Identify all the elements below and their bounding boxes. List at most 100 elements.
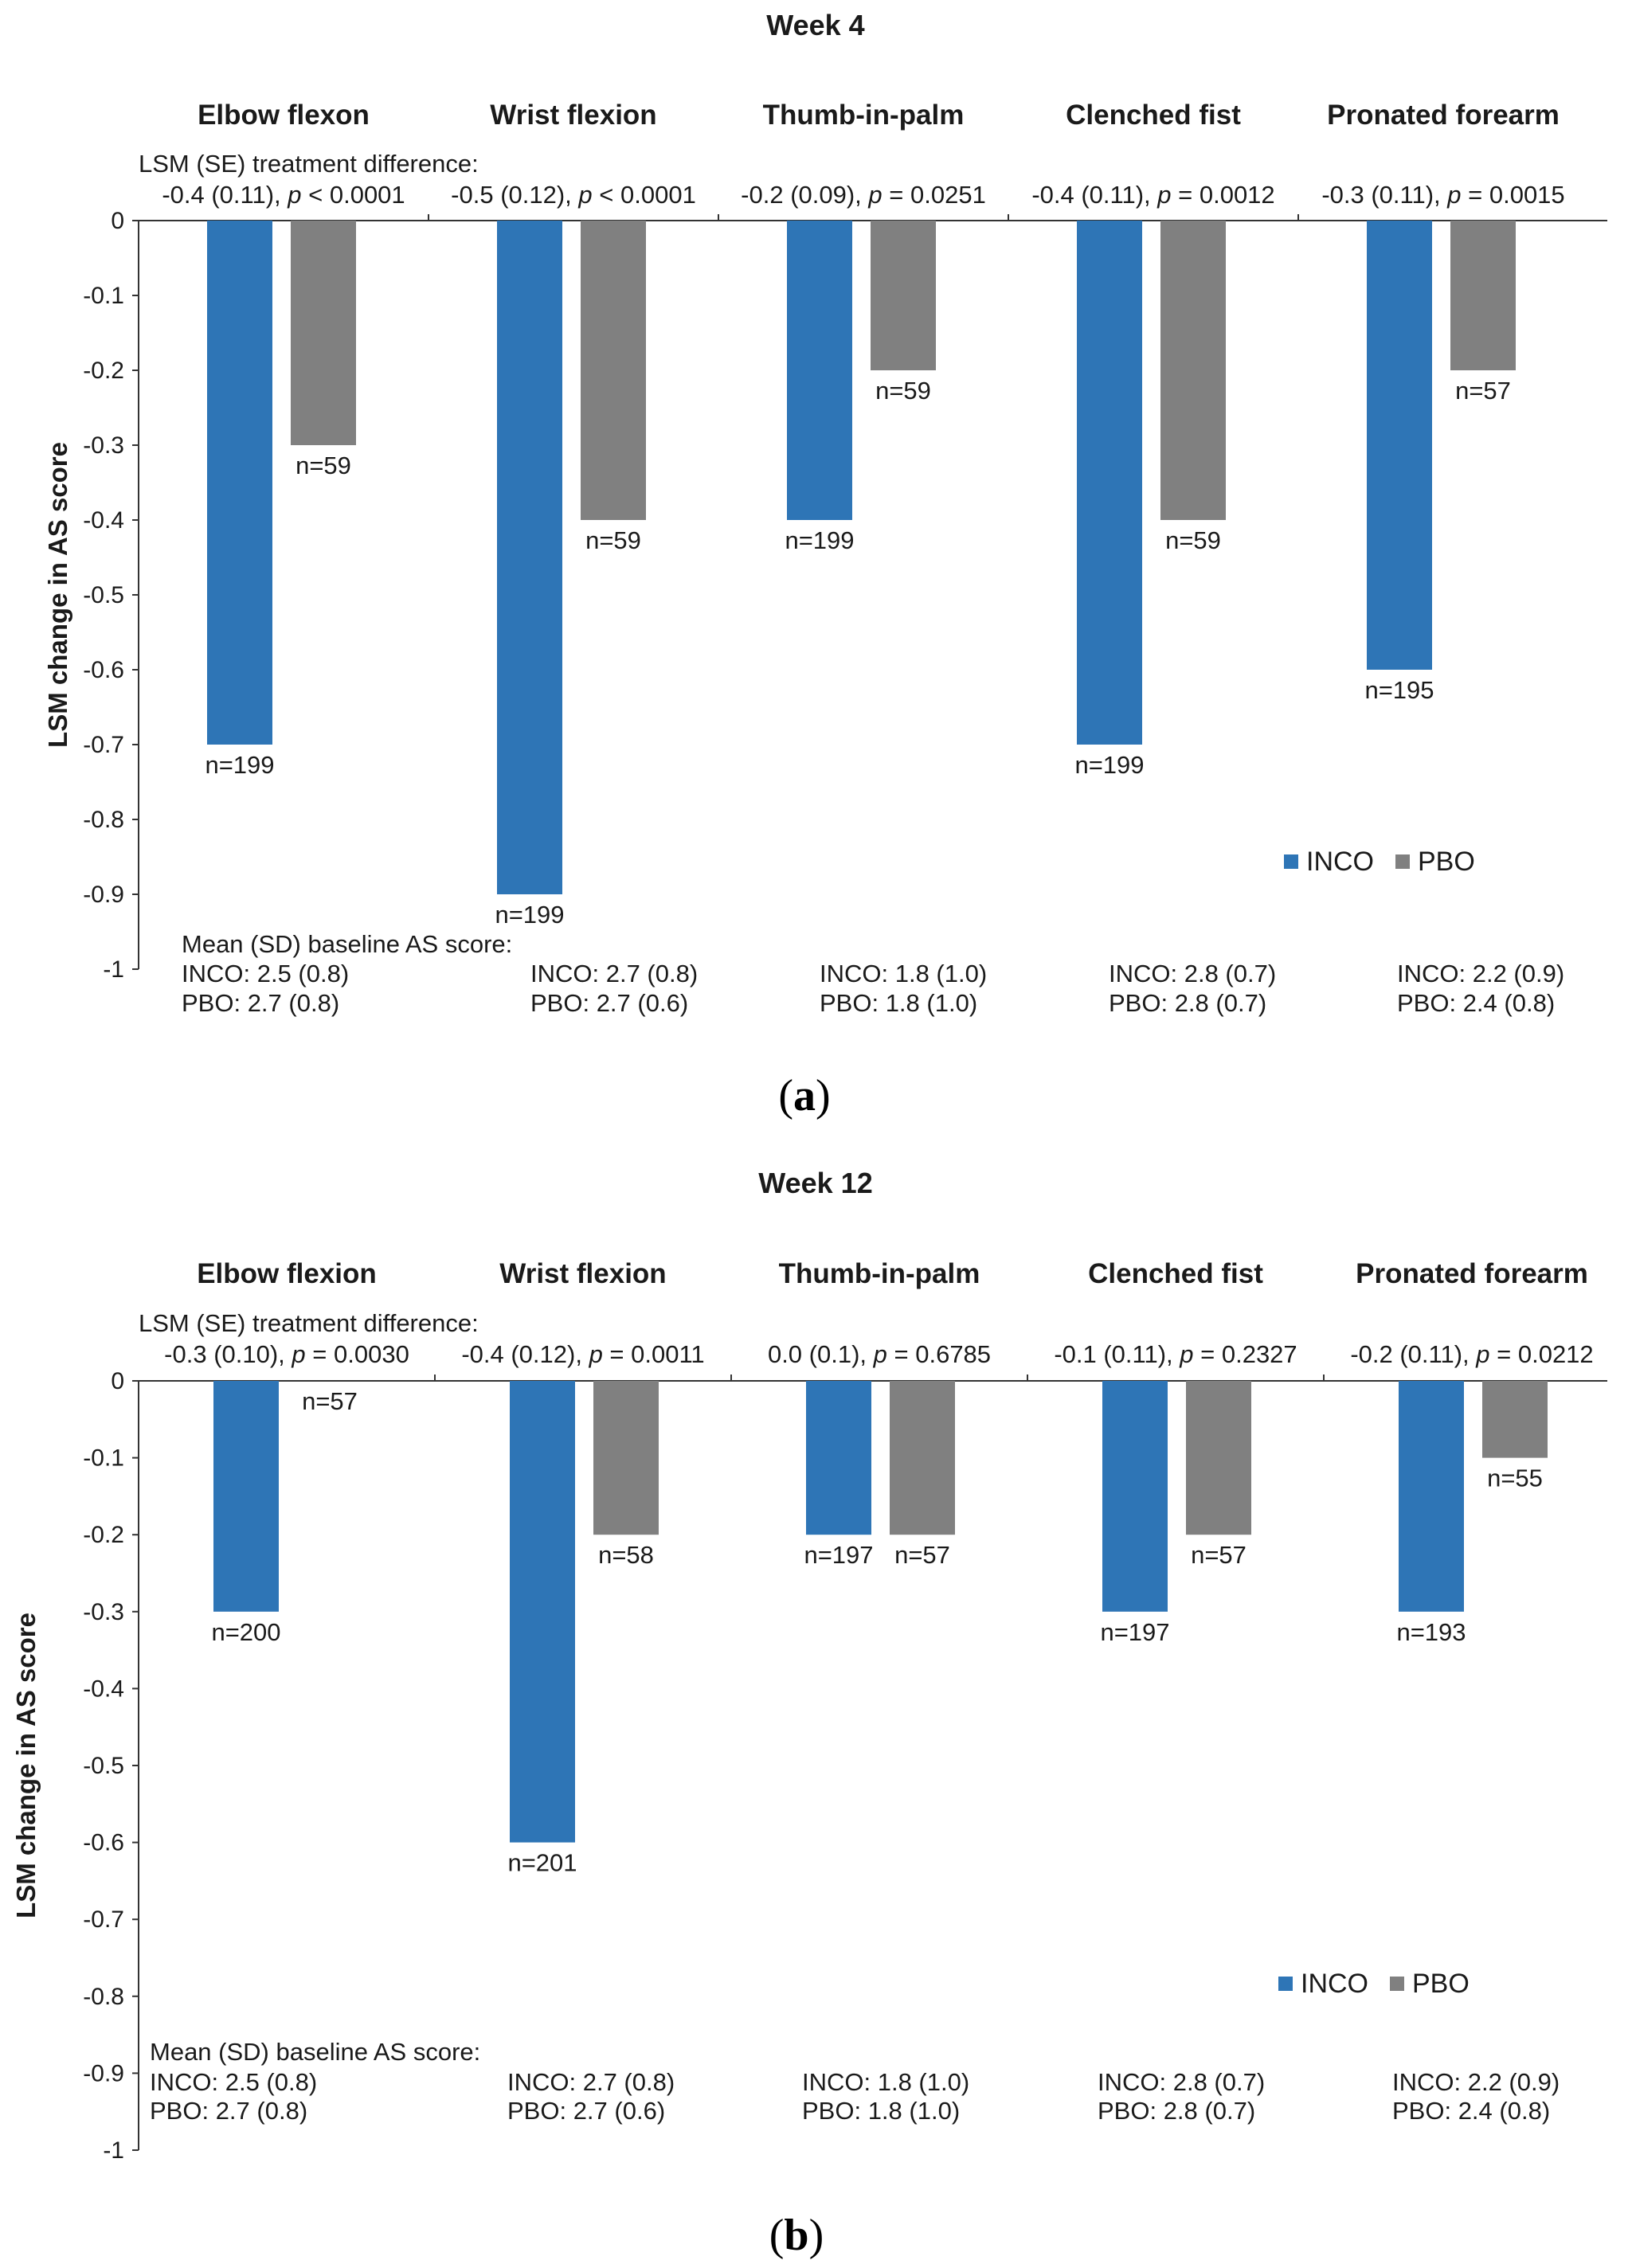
category-label: Elbow flexion xyxy=(197,1258,377,1289)
td-p-value: = 0.0011 xyxy=(603,1340,705,1368)
baseline-pbo: PBO: 2.8 (0.7) xyxy=(1109,989,1266,1017)
baseline-pbo: PBO: 1.8 (1.0) xyxy=(802,2097,960,2125)
y-axis-label: LSM change in AS score xyxy=(11,1613,41,1918)
chart-panel-b: Week 12 0 -0.1 -0.2 -0.3 -0.4 -0.5 -0.6 -0.7 -0.8… xyxy=(11,1167,1607,2260)
td-p-value: = 0.2327 xyxy=(1194,1340,1297,1368)
bar-inco-4 xyxy=(1102,1381,1168,1612)
td-estimate: -0.1 (0.11), xyxy=(1054,1340,1180,1368)
baseline-header: Mean (SD) baseline AS score: xyxy=(150,2038,480,2066)
y-tick-label: -0.9 xyxy=(83,2060,124,2086)
treatment-difference-header: LSM (SE) treatment difference: xyxy=(139,150,479,178)
legend-label-inco: INCO xyxy=(1301,1969,1368,1999)
y-tick-label: 0 xyxy=(111,1368,124,1394)
td-estimate: 0.0 (0.1), xyxy=(768,1340,874,1368)
y-tick-label: -0.2 xyxy=(83,1522,124,1548)
bar-pbo-5 xyxy=(1450,221,1516,370)
baseline-header: Mean (SD) baseline AS score: xyxy=(182,930,512,958)
treatment-difference: -0.3 (0.10), p = 0.0030 xyxy=(164,1340,409,1368)
category-label: Clenched fist xyxy=(1066,100,1241,131)
treatment-difference: 0.0 (0.1), p = 0.6785 xyxy=(768,1340,991,1368)
category-label: Clenched fist xyxy=(1088,1258,1263,1289)
n-label: n=195 xyxy=(1364,676,1434,704)
baseline-pbo: PBO: 2.4 (0.8) xyxy=(1397,989,1555,1017)
n-label: n=59 xyxy=(875,377,931,405)
treatment-difference: -0.4 (0.12), p = 0.0011 xyxy=(461,1340,704,1368)
category-label: Pronated forearm xyxy=(1356,1258,1588,1289)
baseline-inco: INCO: 2.5 (0.8) xyxy=(150,2068,317,2096)
treatment-difference: -0.2 (0.11), p = 0.0212 xyxy=(1350,1340,1593,1368)
bar-inco-1 xyxy=(207,221,272,745)
category-label: Thumb-in-palm xyxy=(779,1258,980,1289)
n-label: n=199 xyxy=(1074,751,1144,779)
td-estimate: -0.4 (0.11), xyxy=(1031,181,1157,209)
category-label: Elbow flexon xyxy=(198,100,370,131)
n-label: n=59 xyxy=(585,526,641,554)
bar-pbo-3 xyxy=(871,221,936,370)
legend-label-pbo: PBO xyxy=(1412,1969,1470,1999)
td-estimate: -0.4 (0.11), xyxy=(162,181,288,209)
baseline-pbo: PBO: 2.7 (0.8) xyxy=(150,2097,307,2125)
y-tick-label: -0.4 xyxy=(83,507,124,534)
td-p-value: < 0.0001 xyxy=(302,181,405,209)
bar-inco-2 xyxy=(497,221,562,894)
panel-letter: a xyxy=(793,1071,816,1120)
baseline-inco: INCO: 2.8 (0.7) xyxy=(1109,960,1276,987)
chart-title: Week 12 xyxy=(758,1167,872,1199)
bar-pbo-1 xyxy=(291,221,356,445)
y-tick-label: 0 xyxy=(111,208,124,234)
n-label: n=199 xyxy=(495,901,564,929)
td-p-value: = 0.0212 xyxy=(1490,1340,1594,1368)
y-tick-label: -0.7 xyxy=(83,1906,124,1933)
chart-panel-a: Week 4 0 -0.1 -0.2 -0.3 -0.4 -0.5 -0.6 -0.7 -0.8 -… xyxy=(43,9,1607,1120)
n-label: n=59 xyxy=(295,452,351,479)
y-tick-label: -0.8 xyxy=(83,807,124,833)
n-label: n=57 xyxy=(302,1387,358,1415)
n-label: n=59 xyxy=(1165,526,1221,554)
n-label: n=58 xyxy=(598,1541,654,1569)
bar-inco-2 xyxy=(510,1381,575,1843)
bar-inco-1 xyxy=(213,1381,279,1612)
td-p-symbol: p xyxy=(1179,1340,1193,1368)
td-p-symbol: p xyxy=(287,181,301,209)
chart-title: Week 4 xyxy=(766,9,864,41)
y-tick-label: -0.6 xyxy=(83,1830,124,1856)
y-tick-label: -0.8 xyxy=(83,1984,124,2010)
y-tick-label: -1 xyxy=(103,956,124,983)
td-p-value: = 0.0015 xyxy=(1462,181,1565,209)
td-estimate: -0.3 (0.10), xyxy=(164,1340,292,1368)
legend-swatch-pbo xyxy=(1395,854,1410,869)
bar-pbo-2 xyxy=(593,1381,659,1535)
td-p-symbol: p xyxy=(1156,181,1171,209)
td-p-value: < 0.0001 xyxy=(593,181,696,209)
legend-swatch-inco xyxy=(1284,854,1298,869)
n-label: n=57 xyxy=(1191,1541,1247,1569)
baseline-inco: INCO: 2.5 (0.8) xyxy=(182,960,349,987)
category-label: Wrist flexion xyxy=(499,1258,666,1289)
bar-pbo-3 xyxy=(890,1381,955,1535)
bar-pbo-4 xyxy=(1186,1381,1251,1535)
baseline-pbo: PBO: 2.7 (0.6) xyxy=(530,989,688,1017)
y-axis-label: LSM change in AS score xyxy=(43,442,72,748)
category-label: Thumb-in-palm xyxy=(763,100,965,131)
panel-label: (b) xyxy=(769,2211,824,2260)
n-label: n=197 xyxy=(804,1541,873,1569)
baseline-inco: INCO: 1.8 (1.0) xyxy=(802,2068,969,2096)
category-label: Wrist flexion xyxy=(490,100,656,131)
baseline-pbo: PBO: 2.7 (0.6) xyxy=(507,2097,665,2125)
treatment-difference-header: LSM (SE) treatment difference: xyxy=(139,1309,479,1337)
y-tick-label: -0.5 xyxy=(83,1753,124,1779)
treatment-difference: -0.2 (0.09), p = 0.0251 xyxy=(741,181,986,209)
n-label: n=200 xyxy=(211,1618,280,1646)
td-p-symbol: p xyxy=(577,181,592,209)
y-tick-label: -0.5 xyxy=(83,582,124,608)
td-p-symbol: p xyxy=(1475,1340,1489,1368)
n-label: n=201 xyxy=(507,1849,577,1877)
bar-inco-3 xyxy=(787,221,852,520)
n-label: n=57 xyxy=(1455,377,1511,405)
n-label: n=199 xyxy=(205,751,274,779)
baseline-inco: INCO: 1.8 (1.0) xyxy=(820,960,987,987)
td-p-value: = 0.0030 xyxy=(306,1340,409,1368)
panel-label: (a) xyxy=(778,1071,830,1120)
category-label: Pronated forearm xyxy=(1327,100,1560,131)
